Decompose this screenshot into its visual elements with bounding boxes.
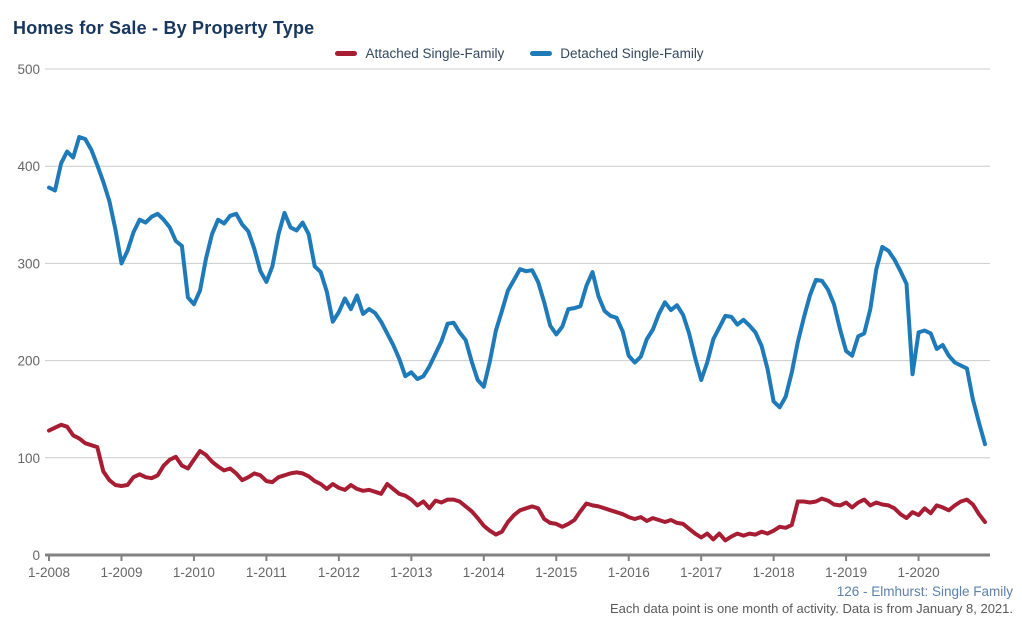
series-line-attached-single-family xyxy=(47,422,987,543)
legend-label-detached: Detached Single-Family xyxy=(560,45,704,61)
chart-footer: 126 - Elmhurst: Single Family Each data … xyxy=(610,583,1013,617)
x-axis-label: 1-2012 xyxy=(318,565,360,580)
x-axis-label: 1-2020 xyxy=(898,565,940,580)
x-axis-label: 1-2011 xyxy=(246,565,287,580)
x-axis-label: 1-2016 xyxy=(608,565,650,580)
y-axis-label: 200 xyxy=(17,354,40,369)
legend-item-attached-single-family[interactable]: Attached Single-Family xyxy=(335,46,504,61)
x-axis-label: 1-2017 xyxy=(680,565,722,580)
x-axis-label: 1-2014 xyxy=(463,565,506,580)
data-note: Each data point is one month of activity… xyxy=(610,601,1013,616)
x-axis-label: 1-2018 xyxy=(753,565,795,580)
y-axis-label: 100 xyxy=(17,451,40,466)
y-axis-label: 300 xyxy=(17,256,40,271)
x-axis-label: 1-2010 xyxy=(173,565,215,580)
chart-legend: Attached Single-Family Detached Single-F… xyxy=(49,44,990,62)
y-axis-label: 400 xyxy=(17,159,40,174)
series-line-detached-single-family xyxy=(47,135,987,447)
x-axis-label: 1-2013 xyxy=(390,565,432,580)
legend-label-attached: Attached Single-Family xyxy=(365,45,505,61)
detached-series-swatch xyxy=(530,50,553,56)
legend-item-detached-single-family[interactable]: Detached Single-Family xyxy=(530,45,704,61)
y-axis-label: 0 xyxy=(32,548,40,563)
x-axis-label: 1-2008 xyxy=(28,565,70,580)
x-axis-label: 1-2009 xyxy=(100,565,142,580)
attached-series-swatch xyxy=(335,50,358,56)
chart-title: Homes for Sale - By Property Type xyxy=(13,18,315,38)
y-axis-label: 500 xyxy=(17,62,40,77)
x-axis-label: 1-2015 xyxy=(535,565,577,580)
source-link[interactable]: 126 - Elmhurst: Single Family xyxy=(836,584,1013,599)
x-axis-label: 1-2019 xyxy=(825,565,867,580)
